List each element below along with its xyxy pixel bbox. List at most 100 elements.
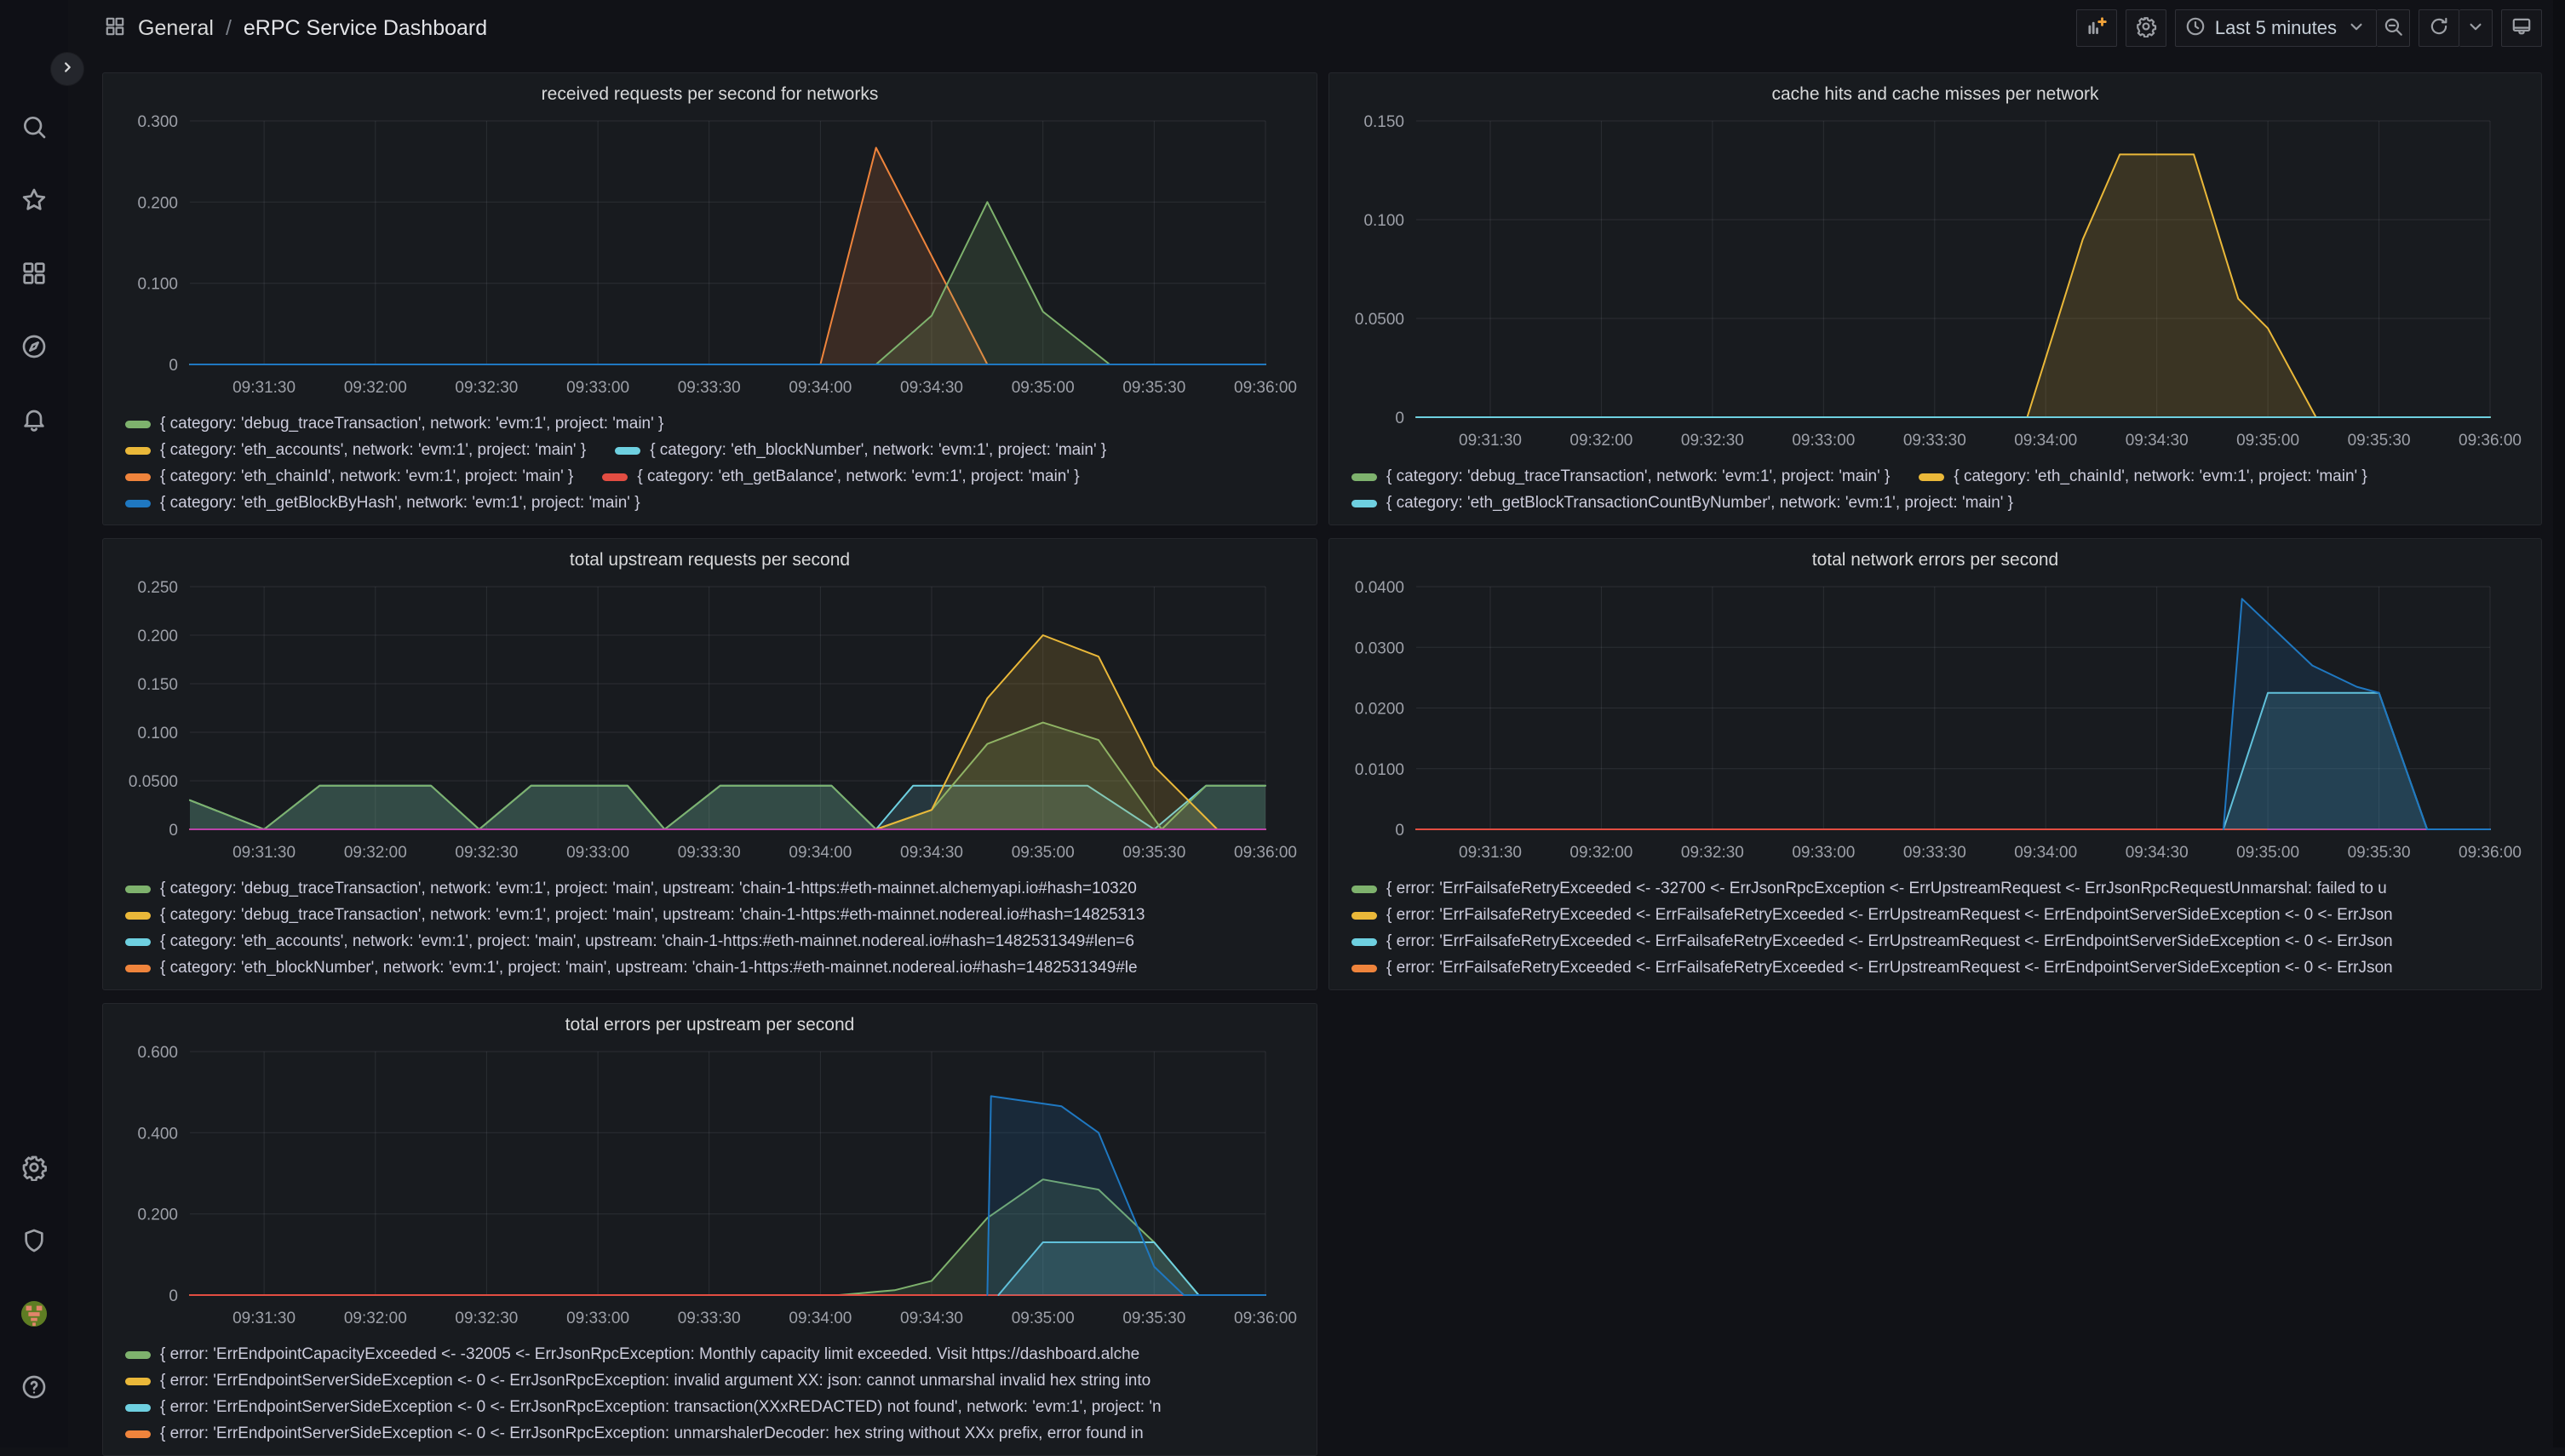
svg-text:09:33:30: 09:33:30 xyxy=(678,1310,741,1327)
bell-icon xyxy=(20,406,48,438)
panel-title[interactable]: total upstream requests per second xyxy=(569,550,851,570)
svg-text:09:34:30: 09:34:30 xyxy=(2126,432,2189,450)
legend-series-swatch xyxy=(1351,499,1377,507)
time-series-chart[interactable]: 09:31:30 09:32:00 09:32:30 09:33:00 09:33:30… xyxy=(112,576,1308,868)
cycle-view-mode-button[interactable] xyxy=(2501,9,2542,47)
sidebar-item-explore[interactable] xyxy=(15,330,53,367)
sidebar-item-search[interactable] xyxy=(15,110,53,147)
refresh-interval-button[interactable] xyxy=(2459,9,2493,47)
add-panel-icon xyxy=(2086,15,2108,42)
svg-text:0.300: 0.300 xyxy=(137,113,178,131)
zoom-out-time-button[interactable] xyxy=(2377,9,2410,47)
zoom-out-minus-icon xyxy=(2382,15,2404,42)
legend-series-swatch xyxy=(125,446,151,455)
legend-series-swatch xyxy=(125,420,151,428)
sidebar-item-profile[interactable] xyxy=(15,1297,53,1334)
legend-item[interactable]: { error: 'ErrFailsafeRetryExceeded <- Er… xyxy=(1351,906,2393,925)
svg-text:09:35:30: 09:35:30 xyxy=(1122,844,1185,862)
legend-series-swatch xyxy=(1351,937,1377,946)
legend-item[interactable]: { error: 'ErrEndpointCapacityExceeded <-… xyxy=(125,1345,1139,1364)
legend-item[interactable]: { error: 'ErrEndpointServerSideException… xyxy=(125,1398,1162,1417)
legend-item[interactable]: { category: 'eth_chainId', network: 'evm… xyxy=(125,467,573,486)
legend-item[interactable]: { category: 'eth_blockNumber', network: … xyxy=(615,441,1106,460)
legend-series-swatch xyxy=(125,499,151,507)
legend-row: { category: 'debug_traceTransaction', ne… xyxy=(125,415,1305,433)
time-series-chart[interactable]: 09:31:30 09:32:00 09:32:30 09:33:00 09:33:30… xyxy=(1338,576,2533,868)
sidebar-item-configuration[interactable] xyxy=(15,1150,53,1188)
svg-text:09:36:00: 09:36:00 xyxy=(2459,432,2522,450)
sidebar-item-alerting[interactable] xyxy=(15,403,53,440)
legend-item[interactable]: { category: 'debug_traceTransaction', ne… xyxy=(125,415,663,433)
legend-item[interactable]: { category: 'eth_chainId', network: 'evm… xyxy=(1919,467,2367,486)
panel-title[interactable]: total network errors per second xyxy=(1811,550,2059,570)
legend-item[interactable]: { error: 'ErrFailsafeRetryExceeded <- Er… xyxy=(1351,932,2393,951)
legend-item[interactable]: { error: 'ErrEndpointServerSideException… xyxy=(125,1372,1151,1390)
legend-row: { category: 'eth_getBlockByHash', networ… xyxy=(125,494,1305,513)
svg-text:0.150: 0.150 xyxy=(1363,113,1404,131)
svg-text:09:34:30: 09:34:30 xyxy=(900,1310,963,1327)
svg-text:09:34:30: 09:34:30 xyxy=(2126,844,2189,862)
svg-text:0: 0 xyxy=(169,1287,178,1305)
legend-row: { error: 'ErrEndpointCapacityExceeded <-… xyxy=(125,1345,1305,1364)
panel-title[interactable]: total errors per upstream per second xyxy=(565,1015,855,1035)
time-series-chart[interactable]: 09:31:30 09:32:00 09:32:30 09:33:00 09:33:30… xyxy=(112,111,1308,404)
breadcrumb-section[interactable]: General xyxy=(138,15,214,40)
svg-text:09:34:00: 09:34:00 xyxy=(789,379,852,397)
svg-text:09:34:30: 09:34:30 xyxy=(900,379,963,397)
clock-icon xyxy=(2184,15,2206,42)
svg-text:09:34:30: 09:34:30 xyxy=(900,844,963,862)
chart-legend: { error: 'ErrEndpointCapacityExceeded <-… xyxy=(112,1334,1308,1448)
legend-item[interactable]: { category: 'eth_getBlockByHash', networ… xyxy=(125,494,640,513)
scrollbar-track[interactable] xyxy=(2553,0,2565,1447)
legend-series-swatch xyxy=(125,885,151,893)
add-panel-button[interactable] xyxy=(2075,9,2117,47)
svg-text:09:32:00: 09:32:00 xyxy=(344,379,407,397)
dashboard-settings-button[interactable] xyxy=(2125,9,2166,47)
legend-item[interactable]: { category: 'eth_getBalance', network: '… xyxy=(602,467,1080,486)
refresh-button[interactable] xyxy=(2419,9,2459,47)
sidebar-item-favorites[interactable] xyxy=(15,183,53,221)
legend-item[interactable]: { error: 'ErrFailsafeRetryExceeded <- Er… xyxy=(1351,959,2393,977)
legend-series-label: { category: 'eth_accounts', network: 'ev… xyxy=(160,441,587,459)
expand-sidebar-button[interactable] xyxy=(51,53,83,85)
legend-series-swatch xyxy=(125,1430,151,1438)
legend-series-label: { category: 'eth_chainId', network: 'evm… xyxy=(160,467,574,485)
legend-row: { error: 'ErrFailsafeRetryExceeded <- Er… xyxy=(1351,932,2529,951)
help-circle-icon xyxy=(20,1373,48,1405)
legend-series-swatch xyxy=(602,473,628,481)
svg-text:09:33:00: 09:33:00 xyxy=(1792,432,1855,450)
legend-series-swatch xyxy=(125,937,151,946)
svg-text:0.200: 0.200 xyxy=(137,628,178,645)
user-avatar xyxy=(20,1300,48,1332)
svg-text:09:34:00: 09:34:00 xyxy=(789,1310,852,1327)
svg-text:09:35:30: 09:35:30 xyxy=(2348,844,2411,862)
refresh-icon xyxy=(2428,15,2450,42)
panel-title[interactable]: received requests per second for network… xyxy=(541,84,879,104)
legend-series-swatch xyxy=(125,1403,151,1412)
legend-item[interactable]: { error: 'ErrEndpointServerSideException… xyxy=(125,1424,1144,1443)
legend-series-label: { error: 'ErrEndpointServerSideException… xyxy=(160,1398,1162,1416)
svg-text:09:32:00: 09:32:00 xyxy=(344,1310,407,1327)
sidebar-item-dashboards[interactable] xyxy=(15,256,53,294)
legend-series-label: { error: 'ErrEndpointServerSideException… xyxy=(160,1424,1144,1442)
legend-item[interactable]: { category: 'debug_traceTransaction', ne… xyxy=(125,880,1137,898)
legend-series-swatch xyxy=(1919,473,1945,481)
time-series-chart[interactable]: 09:31:30 09:32:00 09:32:30 09:33:00 09:33:30… xyxy=(1338,111,2533,456)
sidebar-item-server-admin[interactable] xyxy=(15,1224,53,1261)
legend-item[interactable]: { category: 'debug_traceTransaction', ne… xyxy=(125,906,1145,925)
legend-series-label: { category: 'debug_traceTransaction', ne… xyxy=(160,415,664,433)
panel-title[interactable]: cache hits and cache misses per network xyxy=(1771,84,2099,104)
legend-item[interactable]: { category: 'eth_blockNumber', network: … xyxy=(125,959,1138,977)
svg-text:0: 0 xyxy=(1395,410,1404,427)
legend-item[interactable]: { category: 'debug_traceTransaction', ne… xyxy=(1351,467,1890,486)
sidebar-item-help[interactable] xyxy=(15,1370,53,1407)
time-range-picker[interactable]: Last 5 minutes xyxy=(2174,9,2377,47)
legend-item[interactable]: { category: 'eth_getBlockTransactionCoun… xyxy=(1351,494,2013,513)
time-series-chart[interactable]: 09:31:30 09:32:00 09:32:30 09:33:00 09:33:30… xyxy=(112,1041,1308,1334)
legend-row: { category: 'debug_traceTransaction', ne… xyxy=(125,880,1305,898)
legend-row: { category: 'eth_getBlockTransactionCoun… xyxy=(1351,494,2529,513)
legend-item[interactable]: { category: 'eth_accounts', network: 'ev… xyxy=(125,932,1134,951)
svg-text:0.100: 0.100 xyxy=(1363,212,1404,230)
legend-item[interactable]: { category: 'eth_accounts', network: 'ev… xyxy=(125,441,586,460)
legend-item[interactable]: { error: 'ErrFailsafeRetryExceeded <- -3… xyxy=(1351,880,2387,898)
